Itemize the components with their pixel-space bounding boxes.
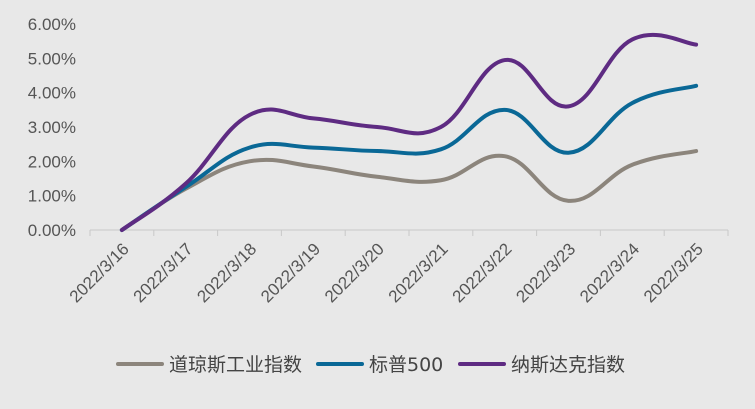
y-tick-label: 3.00% <box>28 118 76 137</box>
legend-label: 道琼斯工业指数 <box>169 354 302 376</box>
x-tick-label: 2022/3/21 <box>385 239 452 306</box>
y-tick-label: 2.00% <box>28 152 76 171</box>
legend: 道琼斯工业指数 标普500 纳斯达克指数 <box>116 354 625 376</box>
x-tick-label: 2022/3/24 <box>576 239 643 306</box>
x-tick-label: 2022/3/25 <box>640 239 707 306</box>
series-line-2 <box>119 83 699 232</box>
legend-label: 纳斯达克指数 <box>511 354 625 376</box>
y-axis-ticks: 0.00% 1.00% 2.00% 3.00% 4.00% 5.00% 6.00% <box>28 15 76 240</box>
x-tick-label: 2022/3/16 <box>66 239 133 306</box>
series-lines <box>119 32 699 232</box>
y-tick-label: 6.00% <box>28 15 76 34</box>
legend-label: 标普500 <box>369 354 443 376</box>
y-tick-label: 5.00% <box>28 49 76 68</box>
y-tick-label: 4.00% <box>28 84 76 103</box>
x-tick-label: 2022/3/20 <box>321 239 388 306</box>
y-tick-label: 1.00% <box>28 187 76 206</box>
series-line-3 <box>119 32 699 232</box>
x-tick-label: 2022/3/17 <box>130 239 197 306</box>
x-tick-label: 2022/3/19 <box>257 239 324 306</box>
x-axis-ticks: 2022/3/162022/3/172022/3/182022/3/192022… <box>66 230 729 306</box>
series-line-1 <box>119 149 699 232</box>
x-tick-label: 2022/3/22 <box>449 239 516 306</box>
x-tick-label: 2022/3/18 <box>193 239 260 306</box>
x-tick-label: 2022/3/23 <box>512 239 579 306</box>
y-tick-label: 0.00% <box>28 221 76 240</box>
